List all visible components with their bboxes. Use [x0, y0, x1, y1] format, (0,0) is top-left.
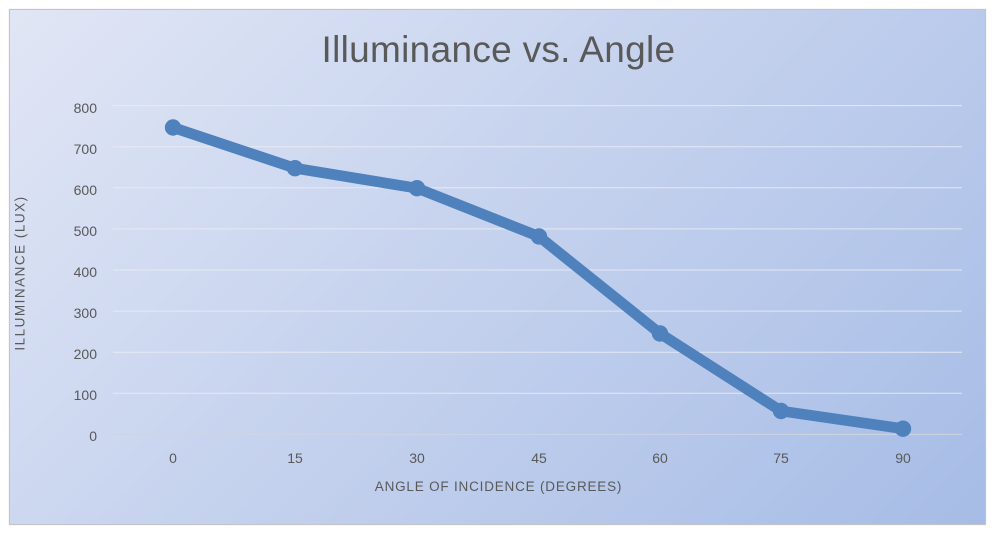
svg-text:0: 0 [169, 450, 177, 466]
svg-text:700: 700 [74, 141, 98, 157]
svg-text:60: 60 [652, 450, 668, 466]
svg-text:300: 300 [74, 305, 98, 321]
svg-text:15: 15 [287, 450, 303, 466]
svg-text:90: 90 [895, 450, 911, 466]
svg-text:0: 0 [89, 428, 97, 444]
svg-text:30: 30 [409, 450, 425, 466]
svg-text:100: 100 [74, 387, 98, 403]
svg-text:600: 600 [74, 182, 98, 198]
svg-text:200: 200 [74, 346, 98, 362]
svg-text:45: 45 [531, 450, 547, 466]
svg-text:400: 400 [74, 264, 98, 280]
svg-text:800: 800 [74, 100, 98, 116]
svg-text:75: 75 [773, 450, 789, 466]
svg-text:500: 500 [74, 223, 98, 239]
